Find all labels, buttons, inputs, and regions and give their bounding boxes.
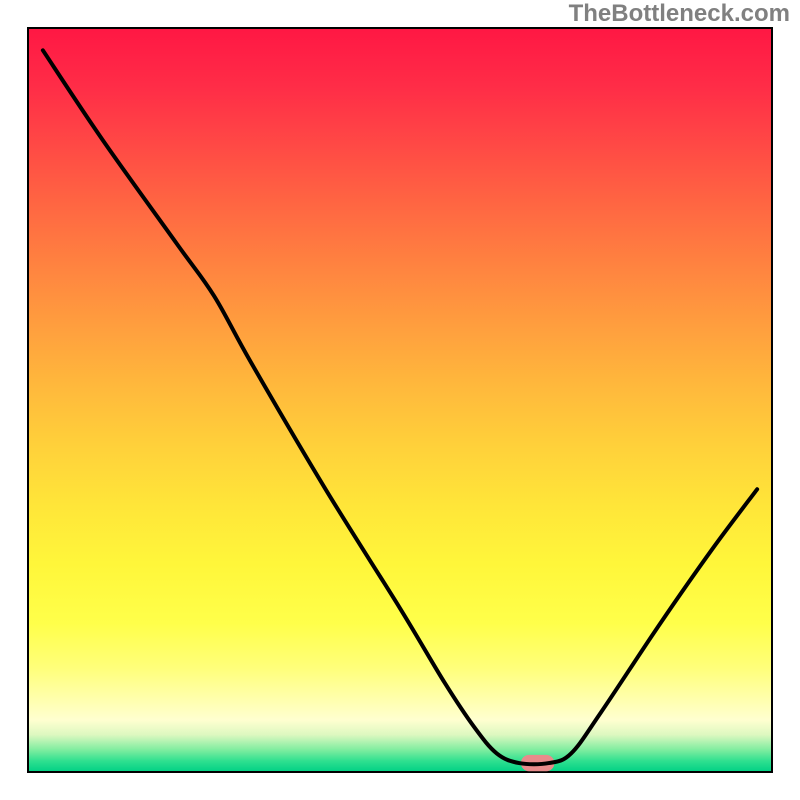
plot-background [28,28,772,772]
chart-svg [0,0,800,800]
bottleneck-chart: TheBottleneck.com [0,0,800,800]
